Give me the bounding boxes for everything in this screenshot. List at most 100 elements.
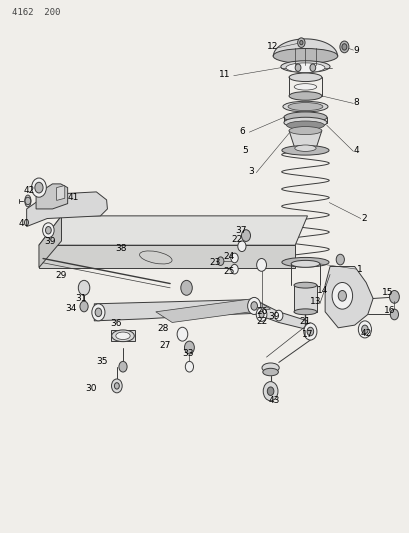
Ellipse shape [281, 257, 328, 267]
Circle shape [299, 41, 302, 45]
Ellipse shape [111, 330, 134, 342]
Text: 39: 39 [267, 312, 279, 321]
Circle shape [389, 309, 398, 320]
Circle shape [341, 44, 346, 50]
Text: 31: 31 [75, 294, 87, 303]
Circle shape [185, 361, 193, 372]
Text: 29: 29 [55, 271, 66, 280]
Polygon shape [94, 300, 307, 329]
Ellipse shape [25, 195, 31, 207]
Text: 6: 6 [238, 127, 244, 136]
Circle shape [339, 41, 348, 53]
Circle shape [217, 257, 223, 265]
Ellipse shape [288, 73, 321, 82]
Polygon shape [39, 216, 307, 245]
Ellipse shape [115, 332, 130, 340]
Ellipse shape [288, 126, 321, 134]
Text: 40: 40 [18, 220, 29, 228]
Text: 35: 35 [96, 357, 107, 366]
Polygon shape [27, 192, 107, 227]
Circle shape [35, 182, 43, 193]
Text: 42: 42 [360, 329, 371, 337]
Ellipse shape [272, 49, 337, 63]
Ellipse shape [282, 101, 327, 112]
Text: 13: 13 [309, 297, 321, 305]
Polygon shape [324, 266, 372, 328]
Ellipse shape [287, 102, 322, 110]
Ellipse shape [262, 368, 278, 376]
Polygon shape [56, 185, 65, 200]
Circle shape [250, 302, 257, 310]
Ellipse shape [281, 146, 328, 155]
Circle shape [331, 282, 352, 309]
Text: 39: 39 [44, 237, 56, 246]
Polygon shape [36, 184, 67, 209]
Circle shape [361, 325, 367, 334]
Text: 28: 28 [157, 325, 169, 333]
Ellipse shape [294, 84, 316, 90]
Text: 41: 41 [67, 193, 79, 201]
Ellipse shape [139, 251, 172, 264]
Text: 33: 33 [182, 349, 193, 358]
Ellipse shape [288, 92, 321, 100]
Text: 17: 17 [301, 330, 312, 339]
Text: 22: 22 [255, 318, 267, 326]
Text: 8: 8 [353, 98, 359, 107]
Circle shape [177, 327, 187, 341]
Circle shape [31, 178, 46, 197]
Text: 43: 43 [267, 397, 279, 405]
Circle shape [297, 38, 304, 47]
Circle shape [389, 290, 398, 303]
Polygon shape [288, 131, 321, 148]
Circle shape [180, 280, 192, 295]
Text: 9: 9 [353, 46, 359, 54]
Ellipse shape [286, 121, 324, 130]
Circle shape [119, 361, 127, 372]
Text: 23: 23 [209, 258, 220, 266]
Text: 25: 25 [222, 268, 234, 276]
Circle shape [274, 310, 282, 321]
Circle shape [78, 280, 90, 295]
Circle shape [337, 290, 346, 301]
Circle shape [92, 304, 105, 321]
Circle shape [267, 387, 273, 395]
Text: 34: 34 [65, 304, 76, 312]
Circle shape [303, 323, 316, 340]
Circle shape [230, 253, 238, 263]
Text: 12: 12 [266, 42, 278, 51]
Text: 42: 42 [24, 186, 35, 195]
Polygon shape [39, 245, 294, 268]
Circle shape [309, 64, 315, 71]
Ellipse shape [290, 260, 319, 267]
Ellipse shape [283, 117, 326, 128]
Polygon shape [155, 298, 270, 322]
Polygon shape [39, 216, 61, 268]
Ellipse shape [293, 309, 316, 314]
Circle shape [45, 227, 51, 234]
Circle shape [247, 297, 260, 314]
Circle shape [230, 264, 238, 274]
Circle shape [241, 230, 250, 241]
Circle shape [256, 259, 266, 271]
Text: 26: 26 [256, 307, 267, 316]
Polygon shape [110, 330, 135, 341]
Circle shape [335, 254, 344, 265]
Circle shape [43, 223, 54, 238]
Text: 27: 27 [159, 341, 170, 350]
Circle shape [294, 64, 300, 71]
Text: 2: 2 [360, 214, 366, 223]
Text: 14: 14 [317, 286, 328, 295]
Text: 4: 4 [353, 146, 359, 155]
Text: 38: 38 [115, 245, 126, 253]
Text: 36: 36 [110, 319, 121, 328]
Ellipse shape [261, 363, 279, 373]
Circle shape [237, 241, 245, 252]
Text: 11: 11 [218, 70, 230, 79]
Circle shape [306, 327, 313, 336]
Ellipse shape [293, 282, 316, 288]
Circle shape [25, 197, 31, 205]
Text: 15: 15 [381, 288, 392, 296]
Text: 1: 1 [356, 265, 362, 273]
Text: 4162  200: 4162 200 [12, 8, 61, 17]
Ellipse shape [285, 63, 324, 72]
